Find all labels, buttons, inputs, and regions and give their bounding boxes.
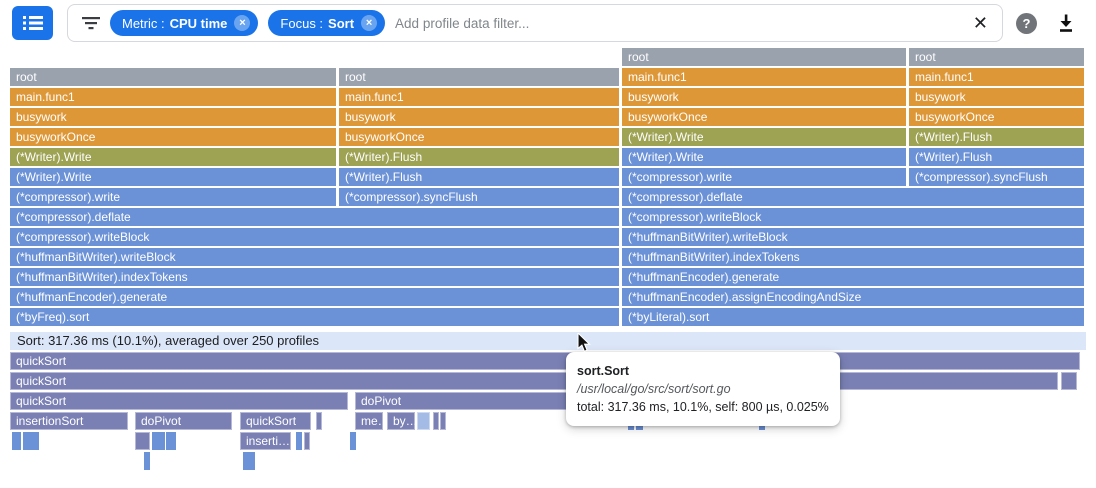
flame-block[interactable]: (*compressor).syncFlush [909, 168, 1084, 186]
flame-block[interactable]: (*Writer).Flush [339, 168, 619, 186]
flame-block[interactable]: (*byFreq).sort [10, 308, 619, 326]
flame-block[interactable] [135, 432, 150, 450]
flame-block[interactable]: inserti… [240, 432, 291, 450]
flame-block[interactable] [350, 432, 356, 450]
chip-label: Metric : [122, 15, 165, 31]
view-list-button[interactable] [12, 6, 53, 40]
flame-block[interactable]: me… [355, 412, 383, 430]
flame-block[interactable]: (*byLiteral).sort [622, 308, 1084, 326]
flame-block[interactable]: (*compressor).writeBlock [622, 208, 1084, 226]
flame-block[interactable]: insertionSort [10, 412, 128, 430]
flame-block[interactable] [152, 432, 165, 450]
flame-block[interactable]: main.func1 [909, 68, 1084, 86]
flame-block[interactable]: busywork [339, 108, 619, 126]
flame-block[interactable] [1061, 372, 1077, 390]
flame-block[interactable] [304, 432, 310, 450]
flame-block[interactable]: busywork [10, 108, 336, 126]
flame-block[interactable]: busyworkOnce [339, 128, 619, 146]
tooltip-source-path: /usr/local/go/src/sort/sort.go [577, 382, 731, 396]
flame-block[interactable]: (*huffmanBitWriter).indexTokens [10, 268, 619, 286]
flame-block[interactable]: (*Writer).Flush [909, 148, 1084, 166]
flame-block[interactable]: (*compressor).write [622, 168, 906, 186]
flame-block[interactable]: (*compressor).write [10, 188, 336, 206]
flame-block[interactable]: quickSort [10, 392, 348, 410]
selected-frame-row[interactable]: Sort: 317.36 ms (10.1%), averaged over 2… [10, 332, 1086, 350]
flame-block[interactable] [12, 432, 21, 450]
flame-block[interactable]: (*huffmanBitWriter).indexTokens [622, 248, 1084, 266]
flame-block[interactable]: root [10, 68, 336, 86]
flame-block[interactable] [417, 412, 430, 430]
flame-block[interactable]: main.func1 [622, 68, 906, 86]
flame-block[interactable]: (*Writer).Write [10, 168, 336, 186]
flame-block[interactable] [296, 432, 302, 450]
flame-block[interactable] [249, 452, 255, 470]
flame-block[interactable]: (*compressor).deflate [10, 208, 619, 226]
flame-block[interactable]: busyworkOnce [622, 108, 906, 126]
flame-block[interactable]: by… [387, 412, 415, 430]
flame-block[interactable]: (*compressor).writeBlock [10, 228, 619, 246]
chip-close-icon[interactable]: × [234, 15, 251, 31]
flame-block[interactable]: busywork [622, 88, 906, 106]
flame-block[interactable]: (*huffmanBitWriter).writeBlock [622, 228, 1084, 246]
flame-block[interactable] [28, 432, 34, 450]
flame-block[interactable]: busyworkOnce [10, 128, 336, 146]
flame-block[interactable]: (*Writer).Flush [339, 148, 619, 166]
chip-label: Focus : [280, 15, 324, 31]
flame-block[interactable] [243, 452, 249, 470]
flame-block[interactable]: (*huffmanEncoder).assignEncodingAndSize [622, 288, 1084, 306]
flame-block[interactable] [33, 432, 39, 450]
flame-block[interactable] [23, 432, 29, 450]
flame-block[interactable]: (*huffmanEncoder).generate [622, 268, 1084, 286]
flame-block[interactable]: (*Writer).Write [622, 148, 906, 166]
flame-block[interactable]: (*Writer).Write [622, 128, 906, 146]
flame-block[interactable]: main.func1 [339, 88, 619, 106]
frame-tooltip: sort.Sort /usr/local/go/src/sort/sort.go… [566, 352, 840, 426]
tooltip-function-name: sort.Sort [577, 364, 630, 378]
flame-block[interactable] [433, 412, 439, 430]
filter-chip-metric[interactable]: Metric : CPU time × [110, 10, 259, 36]
flame-block[interactable]: (*Writer).Flush [909, 128, 1084, 146]
flame-block[interactable]: root [339, 68, 619, 86]
chip-close-icon[interactable]: × [361, 15, 378, 31]
flame-block[interactable] [166, 432, 172, 450]
flame-block[interactable]: root [622, 48, 906, 66]
flame-block[interactable] [440, 412, 446, 430]
filter-chip-focus[interactable]: Focus : Sort × [268, 10, 386, 36]
flame-block[interactable]: main.func1 [10, 88, 336, 106]
flame-block[interactable]: busyworkOnce [909, 108, 1084, 126]
flame-block[interactable]: quickSort [240, 412, 311, 430]
flame-block[interactable] [316, 412, 322, 430]
flame-block[interactable] [144, 452, 150, 470]
flame-block[interactable]: (*compressor).syncFlush [339, 188, 619, 206]
filter-input-placeholder[interactable]: Add profile data filter... [395, 15, 530, 31]
flame-block[interactable]: quickSort [10, 352, 1080, 370]
flame-block[interactable]: doPivot [135, 412, 232, 430]
flame-block[interactable]: quickSort [10, 372, 1058, 390]
flame-block[interactable]: (*compressor).deflate [622, 188, 1084, 206]
flame-block[interactable] [170, 432, 176, 450]
filter-list-icon [82, 16, 100, 29]
view-list-icon [22, 16, 43, 30]
chip-value: Sort [328, 15, 355, 31]
flame-block[interactable]: (*huffmanEncoder).generate [10, 288, 619, 306]
close-icon[interactable]: ✕ [972, 13, 988, 33]
flame-block[interactable]: root [909, 48, 1084, 66]
flame-block[interactable]: (*huffmanBitWriter).writeBlock [10, 248, 619, 266]
flame-block[interactable]: (*Writer).Write [10, 148, 336, 166]
tooltip-stats: total: 317.36 ms, 10.1%, self: 800 µs, 0… [577, 400, 829, 414]
flame-block[interactable]: busywork [909, 88, 1084, 106]
chip-value: CPU time [169, 15, 228, 31]
filter-bar[interactable]: Metric : CPU time × Focus : Sort × Add p… [67, 4, 1003, 42]
mouse-cursor [577, 333, 591, 353]
help-icon[interactable]: ? [1016, 13, 1037, 34]
download-icon[interactable] [1055, 12, 1077, 34]
